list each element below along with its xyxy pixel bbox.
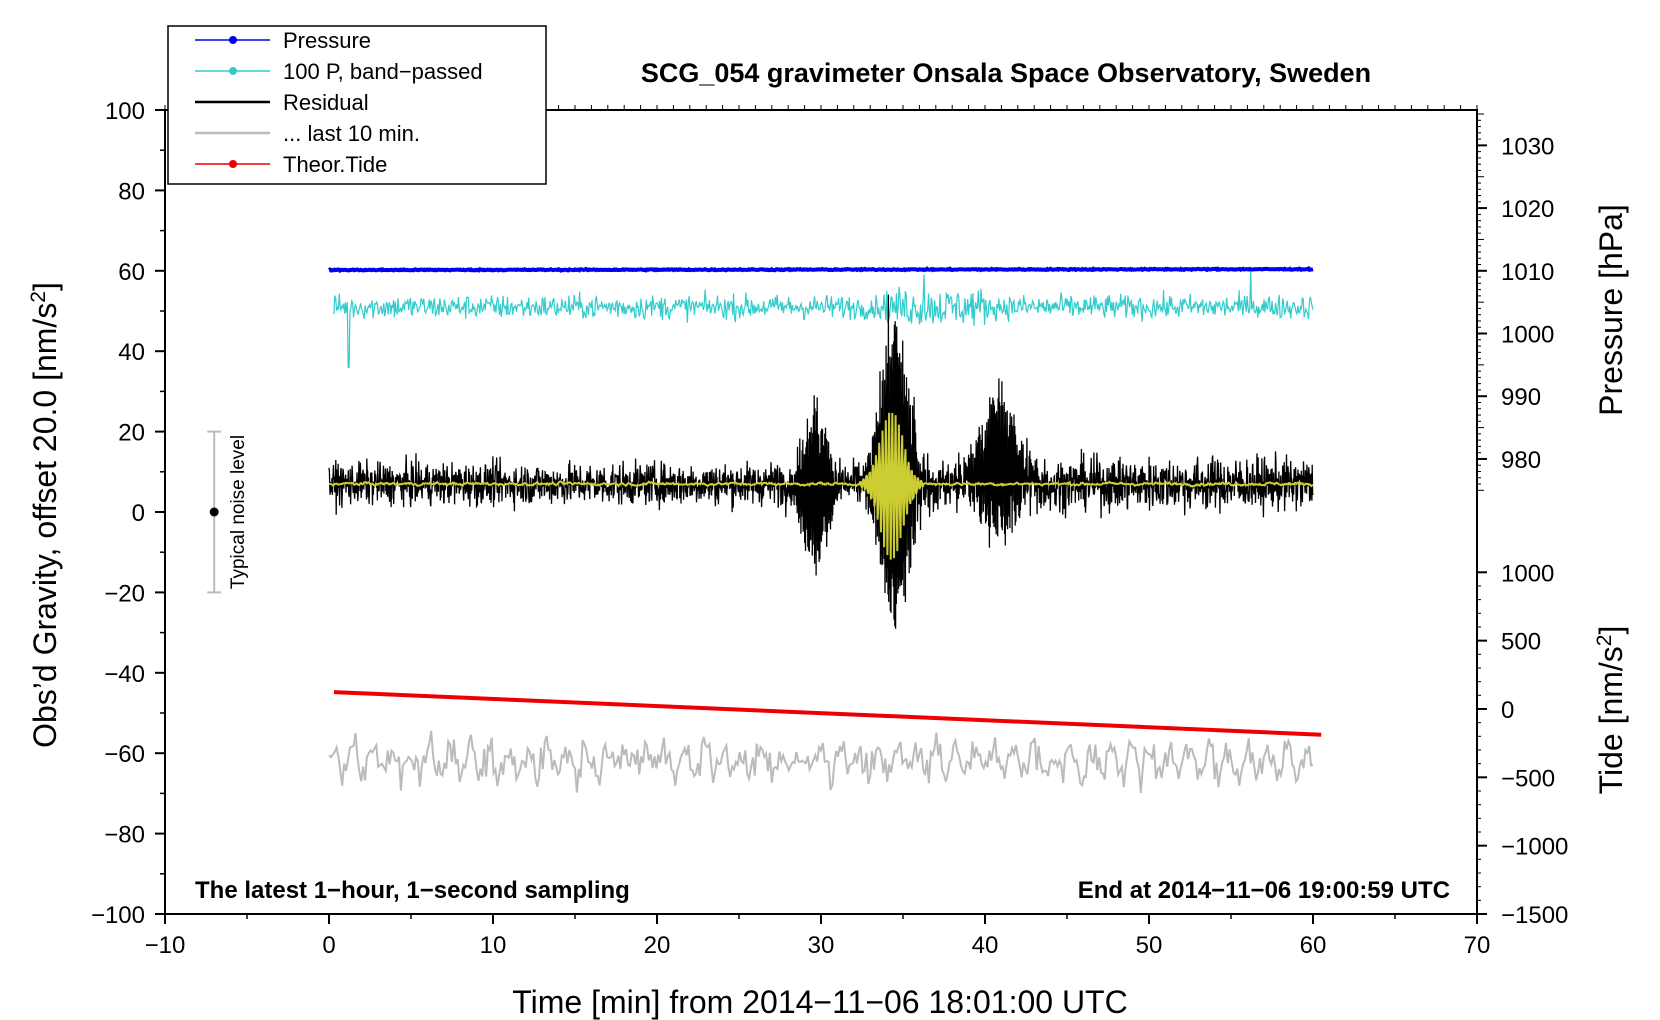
x-tick-label: 50: [1136, 932, 1163, 959]
legend-label: ... last 10 min.: [283, 121, 420, 146]
series-pressure: [328, 265, 1314, 274]
legend: Pressure 100 P, band−passed Residual ... la…: [167, 25, 547, 185]
chart-title: SCG_054 gravimeter Onsala Space Observat…: [641, 58, 1371, 88]
tide-tick-label: −1500: [1501, 902, 1568, 929]
legend-marker: [229, 160, 237, 168]
legend-box: [167, 25, 547, 185]
x-tick-label: 70: [1464, 932, 1491, 959]
pressure-axis-label: Pressure [hPa]: [1593, 204, 1629, 416]
series-filtered-residual: [328, 412, 1314, 560]
series-last-10-min: [328, 730, 1314, 793]
x-tick-label: 60: [1300, 932, 1327, 959]
pressure-tick-label: 990: [1501, 384, 1541, 411]
x-tick-label: 0: [322, 932, 335, 959]
annotation-left: The latest 1−hour, 1−second sampling: [195, 877, 630, 904]
axes: −10 0 10 20 30 40 50 60 70−100−80−60−40−20020406…: [91, 98, 1568, 959]
tide-tick-label: 500: [1501, 629, 1541, 656]
y-tick-label: 40: [118, 339, 145, 366]
pressure-tick-label: 1000: [1501, 322, 1554, 349]
series-theor-tide: [333, 690, 1322, 737]
noise-bar-label: Typical noise level: [228, 435, 249, 589]
y-tick-label: −20: [104, 580, 145, 607]
y-tick-label: −40: [104, 661, 145, 688]
x-tick-label: −10: [145, 932, 186, 959]
label-part: ]: [27, 282, 63, 291]
y-tick-label: −80: [104, 822, 145, 849]
legend-marker: [229, 36, 237, 44]
label-superscript: 2: [27, 291, 50, 303]
label-part: Tide [nm/s: [1593, 646, 1629, 794]
y-tick-label: 100: [105, 98, 145, 125]
x-tick-label: 20: [644, 932, 671, 959]
y-tick-label: −100: [91, 902, 145, 929]
label-part: ]: [1593, 626, 1629, 635]
noise-bar: Typical noise level: [207, 430, 249, 594]
pressure-tick-label: 1010: [1501, 259, 1554, 286]
series-residual: [328, 294, 1314, 629]
pressure-tick-label: 1030: [1501, 133, 1554, 160]
x-tick-label: 40: [972, 932, 999, 959]
y-tick-label: 80: [118, 178, 145, 205]
tide-tick-label: 0: [1501, 697, 1514, 724]
plot-series: [328, 265, 1322, 793]
noise-bar-center: [209, 507, 219, 517]
x-tick-label: 10: [480, 932, 507, 959]
y-tick-label: 0: [132, 500, 145, 527]
legend-marker: [229, 67, 237, 75]
annotation-right: End at 2014−11−06 19:00:59 UTC: [1078, 877, 1450, 904]
label-part: Obs’d Gravity, offset 20.0 [nm/s: [27, 303, 63, 748]
legend-label: Residual: [283, 90, 369, 115]
legend-label: Theor.Tide: [283, 152, 387, 177]
series-band-passed: [333, 270, 1314, 368]
pressure-tick-label: 980: [1501, 447, 1541, 474]
legend-label: Pressure: [283, 28, 371, 53]
x-axis-label: Time [min] from 2014−11−06 18:01:00 UTC: [512, 984, 1127, 1020]
label-superscript: 2: [1593, 635, 1616, 647]
tide-tick-label: −500: [1501, 765, 1555, 792]
legend-label: 100 P, band−passed: [283, 59, 483, 84]
tide-tick-label: −1000: [1501, 834, 1568, 861]
x-tick-label: 30: [808, 932, 835, 959]
tide-axis-label: Tide [nm/s2]: [1593, 626, 1630, 795]
y-tick-label: −60: [104, 741, 145, 768]
pressure-tick-label: 1020: [1501, 196, 1554, 223]
y-tick-label: 20: [118, 420, 145, 447]
y-tick-label: 60: [118, 259, 145, 286]
tide-tick-label: 1000: [1501, 560, 1554, 587]
y-axis-label: Obs’d Gravity, offset 20.0 [nm/s2]: [27, 282, 64, 748]
